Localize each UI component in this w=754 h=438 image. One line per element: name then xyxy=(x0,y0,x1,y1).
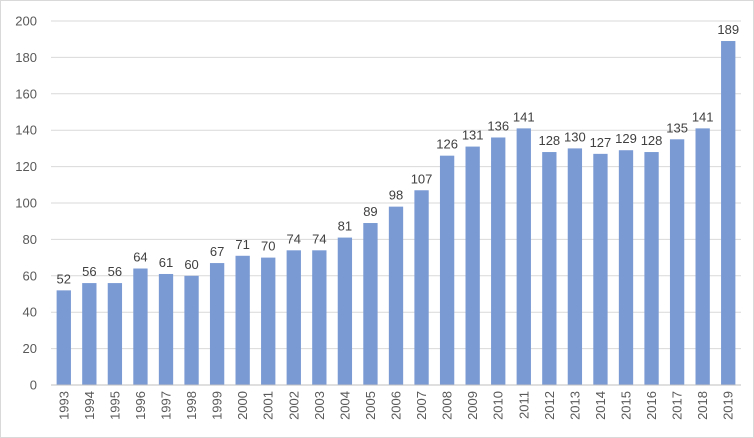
data-label-2017: 135 xyxy=(666,120,688,135)
x-tick-label-2014: 2014 xyxy=(593,391,608,420)
y-tick-label: 120 xyxy=(15,159,37,174)
x-tick-label-2017: 2017 xyxy=(670,391,685,420)
data-label-1996: 64 xyxy=(133,250,147,265)
bar-1995 xyxy=(107,283,123,385)
bar-2002 xyxy=(286,250,301,385)
x-tick-label-1999: 1999 xyxy=(210,391,225,420)
bar-2007 xyxy=(414,190,429,385)
x-tick-label-2003: 2003 xyxy=(312,391,327,420)
y-tick-label: 60 xyxy=(23,268,37,283)
x-tick-label-2015: 2015 xyxy=(619,391,634,420)
data-label-1998: 60 xyxy=(184,257,198,272)
data-label-2005: 89 xyxy=(363,204,377,219)
data-label-2000: 71 xyxy=(235,237,249,252)
data-label-2010: 136 xyxy=(487,118,509,133)
y-tick-label: 80 xyxy=(23,232,37,247)
y-tick-label: 40 xyxy=(23,305,37,320)
bars xyxy=(56,41,736,386)
bar-2018 xyxy=(695,128,710,385)
data-label-2016: 128 xyxy=(641,133,663,148)
bar-2017 xyxy=(669,139,685,385)
x-tick-label-2002: 2002 xyxy=(286,391,301,420)
bar-1996 xyxy=(133,268,148,385)
data-label-2012: 128 xyxy=(538,133,560,148)
x-tick-label-1995: 1995 xyxy=(107,391,122,420)
y-tick-label: 180 xyxy=(15,50,37,65)
data-label-2001: 70 xyxy=(261,239,275,254)
data-label-1995: 56 xyxy=(108,264,122,279)
x-tick-label-2000: 2000 xyxy=(235,391,250,420)
x-tick-label-2001: 2001 xyxy=(261,391,276,420)
x-tick-label-1993: 1993 xyxy=(56,391,71,420)
y-tick-label: 100 xyxy=(15,196,37,211)
x-tick-label-2019: 2019 xyxy=(721,391,736,420)
data-label-1993: 52 xyxy=(57,271,71,286)
bar-2009 xyxy=(465,146,480,385)
bar-2006 xyxy=(388,206,404,385)
bar-2005 xyxy=(363,223,378,385)
bar-2008 xyxy=(439,155,455,385)
data-label-2011: 141 xyxy=(513,109,535,124)
y-tick-label: 160 xyxy=(15,86,37,101)
x-tick-label-2007: 2007 xyxy=(414,391,429,420)
y-tick-label: 140 xyxy=(15,123,37,138)
x-tick-label-2006: 2006 xyxy=(389,391,404,420)
y-tick-label: 20 xyxy=(23,341,37,356)
bar-2000 xyxy=(235,255,250,385)
bar-1993 xyxy=(56,290,71,385)
data-label-2007: 107 xyxy=(411,171,433,186)
bar-2010 xyxy=(491,137,506,385)
x-tick-label-1994: 1994 xyxy=(82,391,97,420)
bar-2019 xyxy=(721,41,736,386)
bar-1999 xyxy=(209,263,225,385)
bar-2014 xyxy=(593,153,608,385)
data-label-2019: 189 xyxy=(717,22,739,37)
bar-2012 xyxy=(542,152,557,385)
bar-2003 xyxy=(312,250,327,385)
data-label-2014: 127 xyxy=(590,135,612,150)
x-axis-ticks: 1993 1994 1995 1996 1997 1998 1999 2000 2001 2002… xyxy=(56,391,735,420)
bar-2011 xyxy=(516,128,531,385)
x-tick-label-2004: 2004 xyxy=(337,391,352,420)
x-tick-label-2018: 2018 xyxy=(695,391,710,420)
x-tick-label-2011: 2011 xyxy=(516,391,531,419)
bar-2001 xyxy=(261,257,276,385)
data-label-2013: 130 xyxy=(564,129,586,144)
data-label-2003: 74 xyxy=(312,231,326,246)
y-tick-label: 200 xyxy=(15,14,37,29)
data-label-2004: 81 xyxy=(338,219,352,234)
data-label-2006: 98 xyxy=(389,188,403,203)
x-tick-label-2012: 2012 xyxy=(542,391,557,420)
data-label-1999: 67 xyxy=(210,244,224,259)
x-tick-label-1998: 1998 xyxy=(184,391,199,420)
x-tick-label-2016: 2016 xyxy=(644,391,659,420)
x-tick-label-2009: 2009 xyxy=(465,391,480,420)
x-tick-label-1996: 1996 xyxy=(133,391,148,420)
data-label-1997: 61 xyxy=(159,255,173,270)
y-axis-ticks: 0 20 40 60 80 100 120 140 160 180 200 xyxy=(15,14,37,393)
x-tick-label-2010: 2010 xyxy=(491,391,506,420)
data-label-2002: 74 xyxy=(287,231,301,246)
data-labels: 52 56 56 64 61 60 67 71 70 74 74 81 89 98 107 126 131136… xyxy=(57,22,740,286)
x-tick-label-2013: 2013 xyxy=(567,391,582,420)
data-label-2008: 126 xyxy=(436,137,458,152)
bar-2004 xyxy=(337,237,353,385)
x-tick-label-2005: 2005 xyxy=(363,391,378,420)
bar-1998 xyxy=(184,275,199,385)
bar-1994 xyxy=(82,283,97,385)
data-label-1994: 56 xyxy=(82,264,96,279)
bar-1997 xyxy=(158,273,174,385)
data-label-2015: 129 xyxy=(615,131,637,146)
x-tick-label-2008: 2008 xyxy=(440,391,455,420)
data-label-2009: 131 xyxy=(462,128,484,143)
bar-2013 xyxy=(567,148,583,385)
data-label-2018: 141 xyxy=(692,109,714,124)
x-tick-label-1997: 1997 xyxy=(159,391,174,420)
y-tick-label: 0 xyxy=(30,378,37,393)
bar-2016 xyxy=(644,152,659,385)
bar-2015 xyxy=(618,150,634,385)
